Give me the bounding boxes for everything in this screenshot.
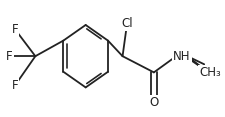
Text: F: F: [12, 79, 18, 92]
Text: F: F: [12, 23, 18, 36]
Text: F: F: [6, 50, 13, 63]
Text: CH₃: CH₃: [199, 66, 221, 79]
Text: O: O: [149, 96, 158, 109]
Text: Cl: Cl: [121, 17, 133, 30]
Text: NH: NH: [173, 50, 191, 63]
